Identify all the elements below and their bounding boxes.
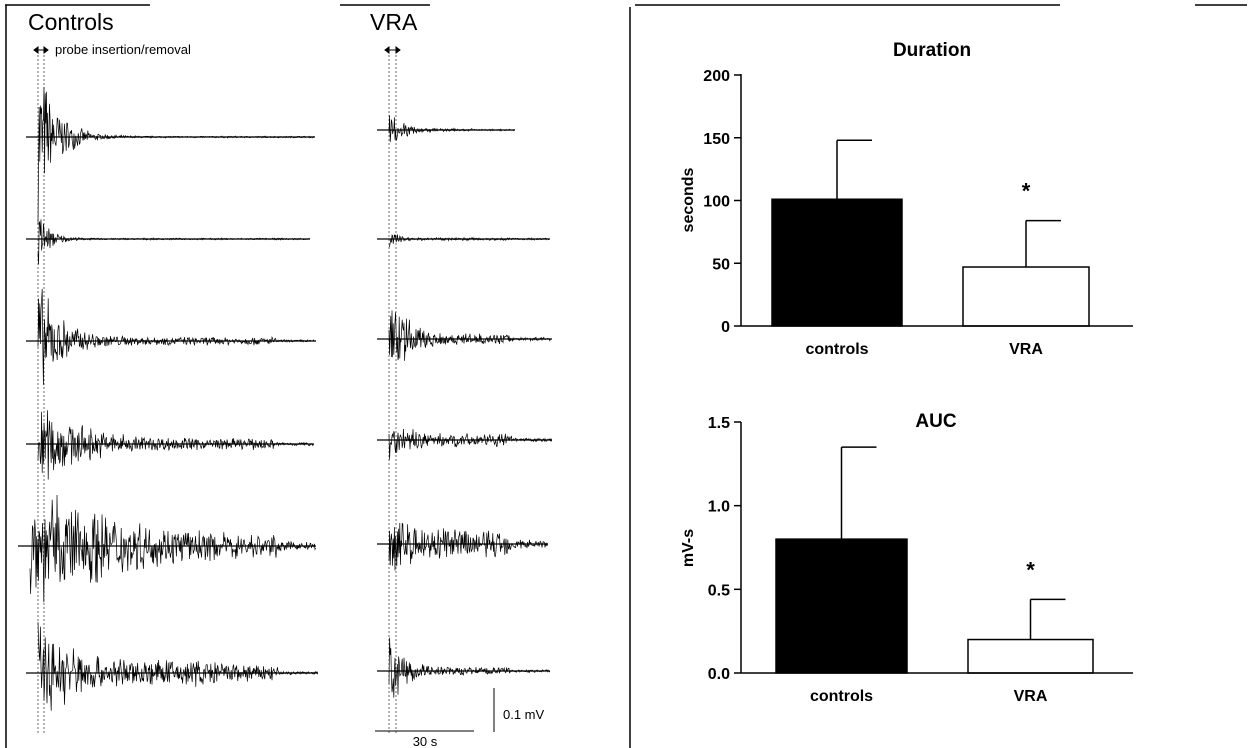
chart-title: Duration (893, 40, 971, 61)
bars (771, 198, 1090, 327)
y-tick-label: 0.0 (708, 666, 730, 683)
y-tick-label: 0 (721, 319, 730, 336)
panel-borders (5, 4, 1247, 748)
error-bars (836, 139, 1061, 268)
border-gap-1 (150, 0, 340, 7)
category-labels: controls VRA (810, 688, 1048, 705)
probe-dotted-lines (37, 55, 397, 735)
category-labels: controls VRA (805, 341, 1043, 358)
y-axis-ticks: 0.0 0.5 1.0 1.5 (708, 415, 741, 683)
error-bars (840, 446, 1066, 640)
controls-probe-arrow (33, 46, 49, 54)
y-tick-label: 200 (703, 68, 730, 85)
axes (740, 74, 1133, 327)
y-tick-label: 150 (703, 131, 730, 148)
duration-chart: Duration seconds 0 50 100 150 200 * controls… (680, 40, 1133, 358)
vra-probe-arrow (384, 46, 401, 54)
significance-star: * (1022, 179, 1031, 204)
border-gap-3 (1060, 0, 1195, 7)
time-scale-label: 30 s (413, 734, 438, 748)
y-tick-label: 0.5 (708, 582, 730, 599)
category-label: VRA (1014, 688, 1048, 705)
auc-chart: AUC mV-s 0.0 0.5 1.0 1.5 * controls VRA (680, 411, 1133, 705)
category-label: VRA (1009, 341, 1043, 358)
y-axis-label: seconds (680, 167, 697, 232)
controls-group-label: Controls (28, 9, 114, 35)
significance-markers: * (1026, 557, 1035, 582)
category-label: controls (805, 341, 868, 358)
y-axis-ticks: 0 50 100 150 200 (703, 68, 741, 336)
traces-panel: Controls VRA probe insertion/removal 0.1… (18, 9, 552, 748)
bar-controls (771, 198, 903, 327)
significance-markers: * (1022, 179, 1031, 204)
bar-vra (962, 266, 1090, 327)
chart-title: AUC (915, 411, 956, 432)
y-axis-label: mV-s (680, 529, 697, 567)
y-tick-label: 1.0 (708, 499, 730, 516)
axes (740, 422, 1133, 674)
bar-vra (967, 638, 1094, 674)
y-tick-label: 1.5 (708, 415, 730, 432)
significance-star: * (1026, 557, 1035, 582)
y-tick-label: 100 (703, 194, 730, 211)
trace-waveforms (18, 86, 552, 711)
voltage-scale-bar: 0.1 mV (493, 688, 545, 732)
voltage-scale-label: 0.1 mV (503, 707, 545, 722)
y-tick-label: 50 (712, 256, 730, 273)
category-label: controls (810, 688, 873, 705)
border-gap-2 (430, 0, 635, 7)
bar-controls (775, 538, 908, 674)
probe-label: probe insertion/removal (55, 42, 191, 57)
time-scale-bar: 30 s (375, 730, 474, 748)
bars (775, 538, 1094, 674)
vra-group-label: VRA (370, 9, 418, 35)
